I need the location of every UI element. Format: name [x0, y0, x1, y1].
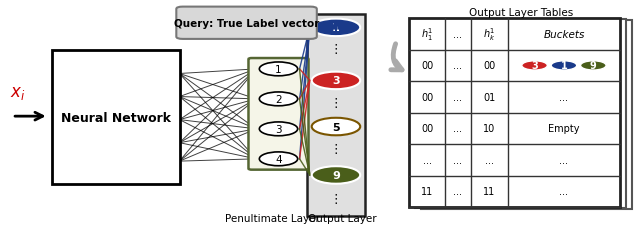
Text: ...: ... [454, 93, 463, 103]
Text: 1: 1 [561, 61, 567, 71]
Text: ...: ... [423, 155, 432, 165]
Text: 3: 3 [332, 76, 340, 86]
Text: ...: ... [454, 30, 463, 40]
Text: $h_1^1$: $h_1^1$ [421, 26, 433, 43]
Text: 00: 00 [421, 61, 433, 71]
Circle shape [259, 122, 298, 136]
Text: 4: 4 [275, 154, 282, 164]
Text: Penultimate Layer: Penultimate Layer [225, 213, 319, 223]
Text: ...: ... [559, 187, 568, 197]
Circle shape [312, 118, 360, 136]
Text: Buckets: Buckets [543, 30, 584, 40]
Circle shape [312, 167, 360, 184]
Text: 3: 3 [275, 124, 282, 134]
Circle shape [580, 61, 606, 71]
FancyBboxPatch shape [410, 19, 620, 207]
Text: 2: 2 [275, 94, 282, 104]
Text: ⋮: ⋮ [330, 96, 342, 109]
Text: ...: ... [454, 155, 463, 165]
Text: ...: ... [559, 155, 568, 165]
FancyBboxPatch shape [307, 15, 365, 216]
Text: ⋮: ⋮ [330, 43, 342, 55]
Text: ...: ... [454, 124, 463, 134]
Text: 9: 9 [332, 170, 340, 180]
Text: 00: 00 [421, 93, 433, 103]
Text: Output Layer: Output Layer [308, 213, 377, 223]
FancyBboxPatch shape [421, 21, 632, 210]
Text: 5: 5 [332, 122, 340, 132]
Text: 1: 1 [332, 23, 340, 33]
Text: $h_k^1$: $h_k^1$ [483, 26, 495, 43]
Text: $x_i$: $x_i$ [10, 84, 26, 101]
Text: 00: 00 [421, 124, 433, 134]
Text: Query: True Label vector: Query: True Label vector [174, 19, 319, 29]
Circle shape [312, 20, 360, 37]
Text: 3: 3 [531, 61, 538, 71]
FancyBboxPatch shape [415, 20, 626, 208]
Text: ⋮: ⋮ [330, 192, 342, 205]
Circle shape [312, 72, 360, 90]
Text: Neural Network: Neural Network [61, 111, 171, 124]
Circle shape [259, 93, 298, 106]
Text: 10: 10 [483, 124, 495, 134]
Text: ...: ... [454, 187, 463, 197]
Text: ...: ... [484, 155, 493, 165]
Text: 1: 1 [275, 65, 282, 75]
FancyBboxPatch shape [176, 8, 317, 40]
Text: 11: 11 [483, 187, 495, 197]
Text: 01: 01 [483, 93, 495, 103]
Circle shape [551, 61, 577, 71]
FancyBboxPatch shape [248, 59, 308, 170]
Circle shape [259, 152, 298, 166]
FancyBboxPatch shape [52, 51, 179, 184]
Text: Output Layer Tables: Output Layer Tables [469, 8, 573, 18]
Text: 11: 11 [421, 187, 433, 197]
Circle shape [259, 63, 298, 76]
Text: ...: ... [454, 61, 463, 71]
Text: Empty: Empty [548, 124, 580, 134]
Text: ...: ... [559, 93, 568, 103]
Text: ⋮: ⋮ [330, 142, 342, 155]
Circle shape [522, 61, 547, 71]
Text: 00: 00 [483, 61, 495, 71]
Text: 9: 9 [590, 61, 596, 71]
